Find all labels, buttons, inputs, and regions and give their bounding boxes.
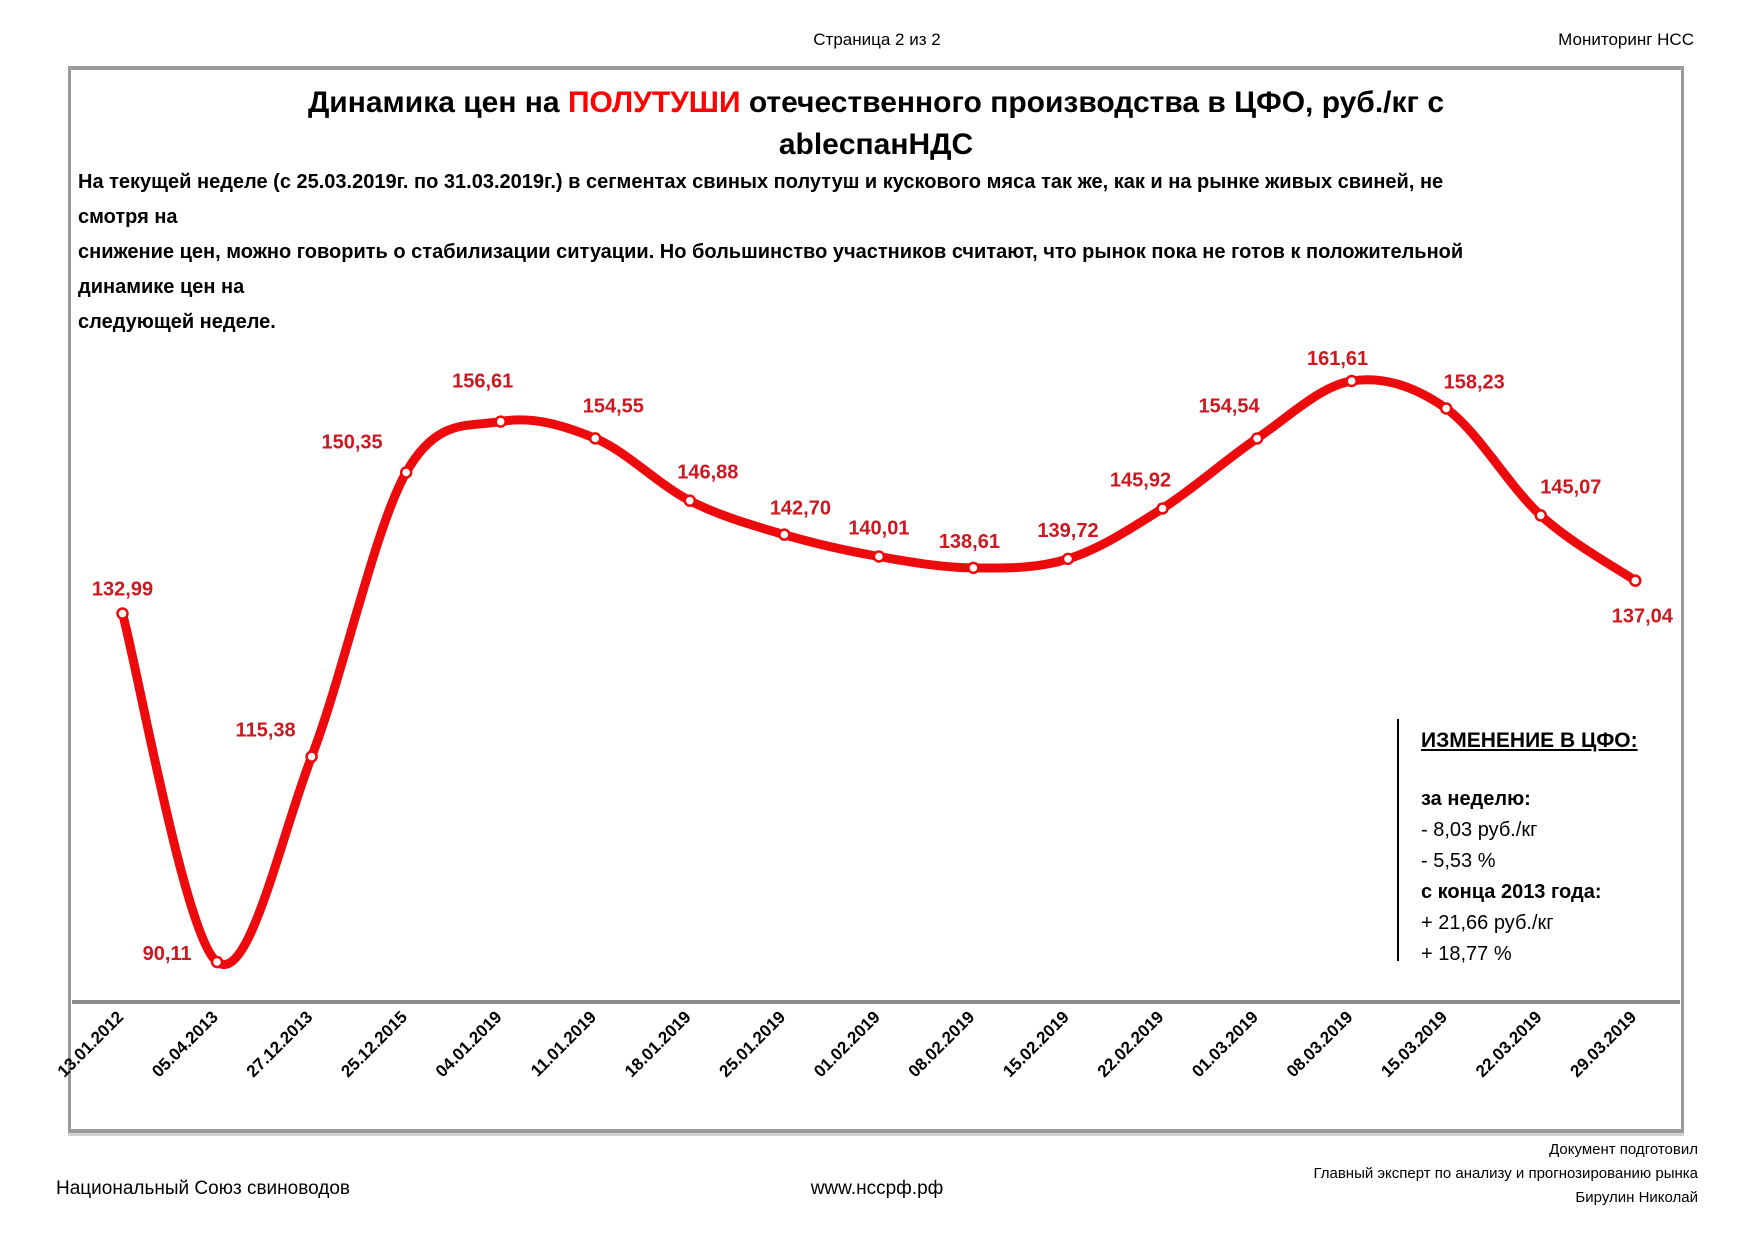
intro-paragraph: На текущей неделе (с 25.03.2019г. по 31.…	[78, 165, 1508, 340]
change-week-label: за неделю:	[1421, 788, 1531, 810]
page-number: Страница 2 из 2	[813, 30, 941, 49]
intro-line: На текущей неделе (с 25.03.2019г. по 31.…	[78, 171, 1444, 228]
chart-title-highlight: ПОЛУТУШИ	[567, 86, 741, 119]
intro-line: снижение цен, можно говорить о стабилиза…	[78, 241, 1464, 298]
footer-website: www.нссрф.рф	[810, 1178, 944, 1199]
chart-title-suffix: отечественного производства в ЦФО, руб./…	[740, 86, 1445, 119]
footer-author-line: Главный эксперт по анализу и прогнозиров…	[1313, 1165, 1698, 1182]
chart-title: Динамика цен на ПОЛУТУШИ отечественного …	[307, 86, 1445, 161]
change-since-pct: + 18,77 %	[1421, 943, 1512, 965]
footer-organization: Национальный Союз свиноводов	[56, 1178, 351, 1199]
change-since-rub: + 21,66 руб./кг	[1421, 912, 1554, 934]
footer-author-block: Документ подготовил Главный эксперт по а…	[1313, 1138, 1698, 1210]
change-week-pct: - 5,53 %	[1421, 850, 1496, 872]
change-week-rub: - 8,03 руб./кг	[1421, 819, 1538, 841]
footer-author-line: Документ подготовил	[1549, 1141, 1698, 1158]
footer-author-line: Бирулин Николай	[1575, 1189, 1698, 1206]
monitoring-label: Мониторинг НСС	[1558, 30, 1694, 49]
change-since-label: с конца 2013 года:	[1421, 881, 1602, 903]
chart-title-line2: НДС	[908, 128, 974, 161]
change-summary-box: ИЗМЕНЕНИЕ В ЦФО: за неделю: - 8,03 руб./…	[1397, 719, 1693, 965]
intro-line: следующей неделе.	[78, 311, 276, 333]
chart-title-prefix: Динамика цен на	[307, 86, 568, 119]
change-box-title: ИЗМЕНЕНИЕ В ЦФО:	[1421, 729, 1638, 752]
